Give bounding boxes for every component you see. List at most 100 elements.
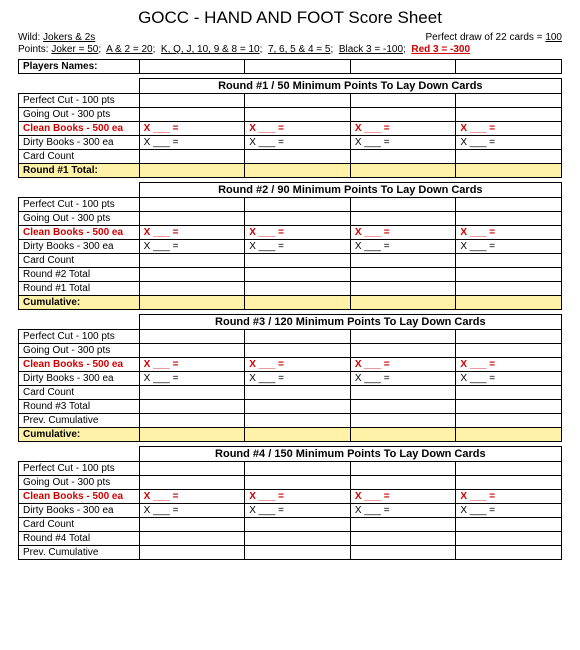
score-cell[interactable] [139,518,245,532]
score-cell[interactable] [456,254,562,268]
score-cell[interactable] [139,108,245,122]
score-cell[interactable]: X ___ = [350,122,456,136]
score-cell[interactable]: X ___ = [350,372,456,386]
cumulative-cell[interactable] [456,296,562,310]
score-cell[interactable]: X ___ = [350,240,456,254]
score-cell[interactable] [350,414,456,428]
score-cell[interactable] [350,532,456,546]
score-cell[interactable] [139,386,245,400]
score-cell[interactable]: X ___ = [245,490,351,504]
score-cell[interactable] [139,344,245,358]
score-cell[interactable]: X ___ = [245,372,351,386]
cumulative-cell[interactable] [456,164,562,178]
score-cell[interactable] [139,330,245,344]
score-cell[interactable] [350,268,456,282]
score-cell[interactable] [139,94,245,108]
score-cell[interactable] [456,94,562,108]
score-cell[interactable]: X ___ = [245,136,351,150]
score-cell[interactable]: X ___ = [456,226,562,240]
cumulative-cell[interactable] [350,428,456,442]
score-cell[interactable]: X ___ = [139,122,245,136]
score-cell[interactable] [350,462,456,476]
score-cell[interactable]: X ___ = [456,358,562,372]
score-cell[interactable] [245,532,351,546]
score-cell[interactable]: X ___ = [245,226,351,240]
score-cell[interactable] [456,108,562,122]
score-cell[interactable] [350,546,456,560]
cumulative-cell[interactable] [139,164,245,178]
score-cell[interactable] [245,150,351,164]
score-cell[interactable] [456,344,562,358]
score-cell[interactable] [139,254,245,268]
score-cell[interactable] [139,212,245,226]
score-cell[interactable] [350,254,456,268]
cumulative-cell[interactable] [245,164,351,178]
score-cell[interactable] [350,518,456,532]
score-cell[interactable] [350,282,456,296]
score-cell[interactable]: X ___ = [245,504,351,518]
score-cell[interactable] [245,254,351,268]
score-cell[interactable] [456,212,562,226]
score-cell[interactable] [350,476,456,490]
score-cell[interactable]: X ___ = [139,504,245,518]
score-cell[interactable] [245,198,351,212]
cumulative-cell[interactable] [139,428,245,442]
player-col-1[interactable] [139,60,245,74]
cumulative-cell[interactable] [245,428,351,442]
score-cell[interactable] [245,282,351,296]
score-cell[interactable] [350,400,456,414]
player-col-2[interactable] [245,60,351,74]
score-cell[interactable]: X ___ = [350,358,456,372]
score-cell[interactable] [350,108,456,122]
score-cell[interactable] [350,94,456,108]
score-cell[interactable] [139,150,245,164]
player-col-3[interactable] [350,60,456,74]
score-cell[interactable] [245,546,351,560]
score-cell[interactable] [350,212,456,226]
cumulative-cell[interactable] [245,296,351,310]
score-cell[interactable] [245,414,351,428]
score-cell[interactable] [350,386,456,400]
score-cell[interactable]: X ___ = [245,358,351,372]
score-cell[interactable]: X ___ = [350,136,456,150]
score-cell[interactable] [456,400,562,414]
score-cell[interactable]: X ___ = [245,122,351,136]
score-cell[interactable]: X ___ = [139,226,245,240]
score-cell[interactable]: X ___ = [350,504,456,518]
cumulative-cell[interactable] [350,296,456,310]
score-cell[interactable] [245,330,351,344]
score-cell[interactable] [245,212,351,226]
score-cell[interactable] [139,532,245,546]
score-cell[interactable]: X ___ = [139,490,245,504]
score-cell[interactable]: X ___ = [139,358,245,372]
cumulative-cell[interactable] [350,164,456,178]
score-cell[interactable] [456,532,562,546]
score-cell[interactable] [350,150,456,164]
score-cell[interactable]: X ___ = [456,372,562,386]
score-cell[interactable] [456,462,562,476]
score-cell[interactable]: X ___ = [456,504,562,518]
score-cell[interactable]: X ___ = [139,372,245,386]
score-cell[interactable] [245,400,351,414]
score-cell[interactable] [139,282,245,296]
score-cell[interactable] [456,476,562,490]
score-cell[interactable] [456,198,562,212]
score-cell[interactable]: X ___ = [139,240,245,254]
score-cell[interactable] [456,414,562,428]
score-cell[interactable] [456,386,562,400]
score-cell[interactable] [139,546,245,560]
score-cell[interactable]: X ___ = [456,240,562,254]
cumulative-cell[interactable] [456,428,562,442]
score-cell[interactable] [456,518,562,532]
score-cell[interactable] [139,268,245,282]
score-cell[interactable]: X ___ = [350,226,456,240]
score-cell[interactable] [456,268,562,282]
score-cell[interactable] [456,282,562,296]
score-cell[interactable] [456,150,562,164]
score-cell[interactable] [245,108,351,122]
score-cell[interactable] [350,344,456,358]
player-col-4[interactable] [456,60,562,74]
score-cell[interactable]: X ___ = [139,136,245,150]
score-cell[interactable] [139,414,245,428]
score-cell[interactable] [456,330,562,344]
